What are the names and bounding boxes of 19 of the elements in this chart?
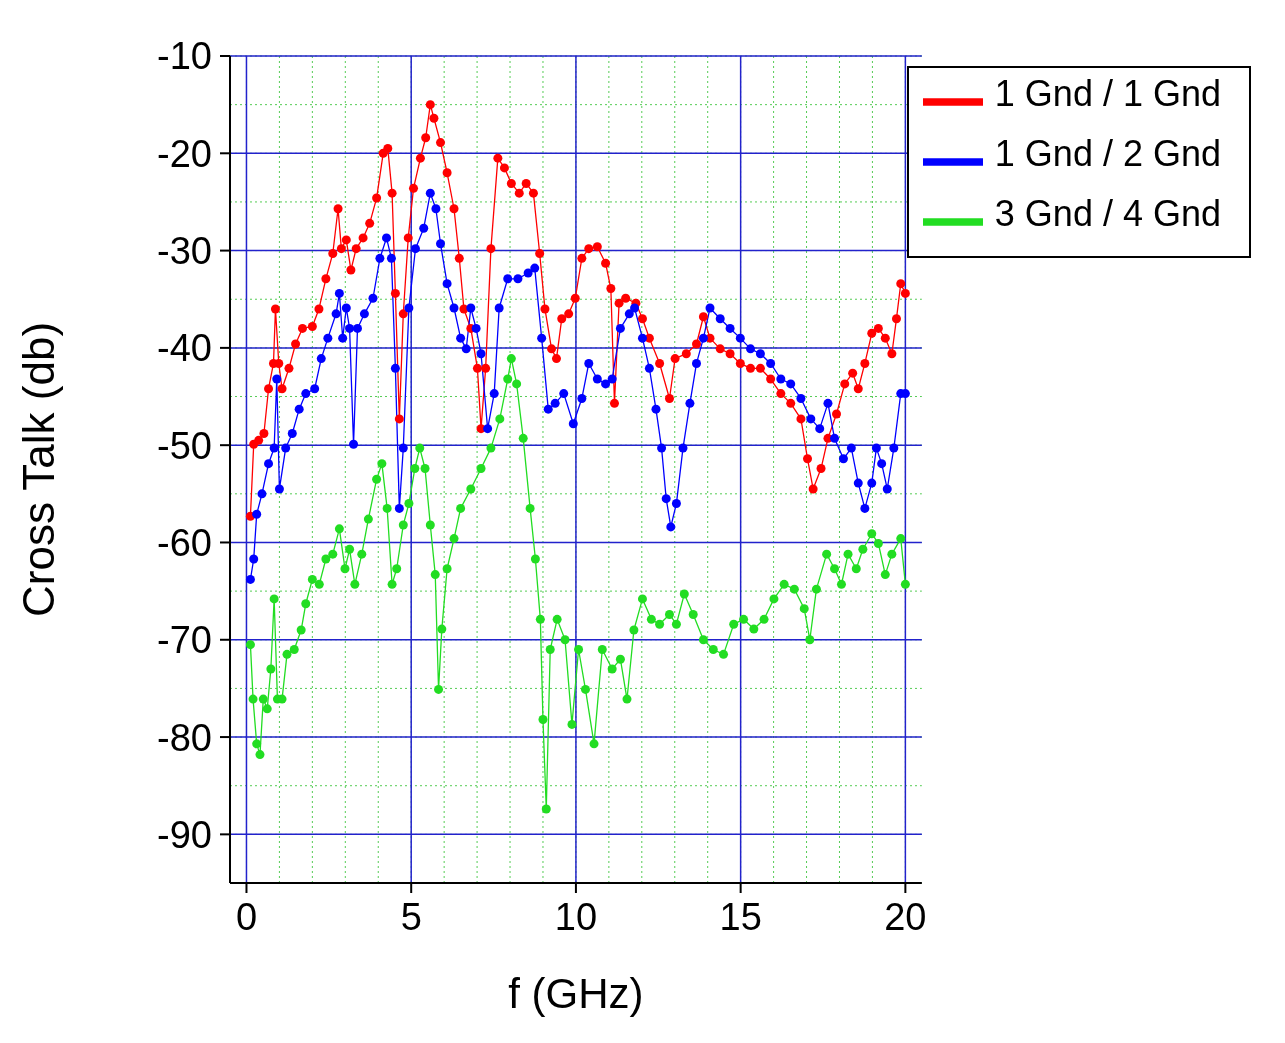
x-tick-label: 5: [400, 895, 422, 938]
y-tick-label: -80: [157, 716, 212, 759]
y-axis-title: Cross Talk (db): [13, 321, 63, 618]
y-tick-label: -20: [157, 132, 212, 175]
x-tick-label: 15: [719, 895, 762, 938]
legend-label: 1 Gnd / 2 Gnd: [994, 133, 1221, 175]
y-tick-label: -90: [157, 813, 212, 856]
x-tick-label: 10: [554, 895, 598, 938]
y-tick-label: -60: [157, 521, 212, 564]
y-tick-label: -50: [157, 424, 212, 467]
x-tick-label: 20: [884, 895, 927, 938]
y-tick-label: -40: [157, 327, 212, 370]
legend-label: 3 Gnd / 4 Gnd: [994, 193, 1221, 235]
y-tick-label: -70: [157, 619, 212, 662]
x-tick-label: 0: [235, 895, 258, 938]
y-tick-label: -30: [157, 230, 212, 273]
y-tick-label: -10: [157, 35, 212, 78]
x-axis-title: f (GHz): [508, 970, 644, 1017]
legend-label: 1 Gnd / 1 Gnd: [994, 73, 1221, 115]
